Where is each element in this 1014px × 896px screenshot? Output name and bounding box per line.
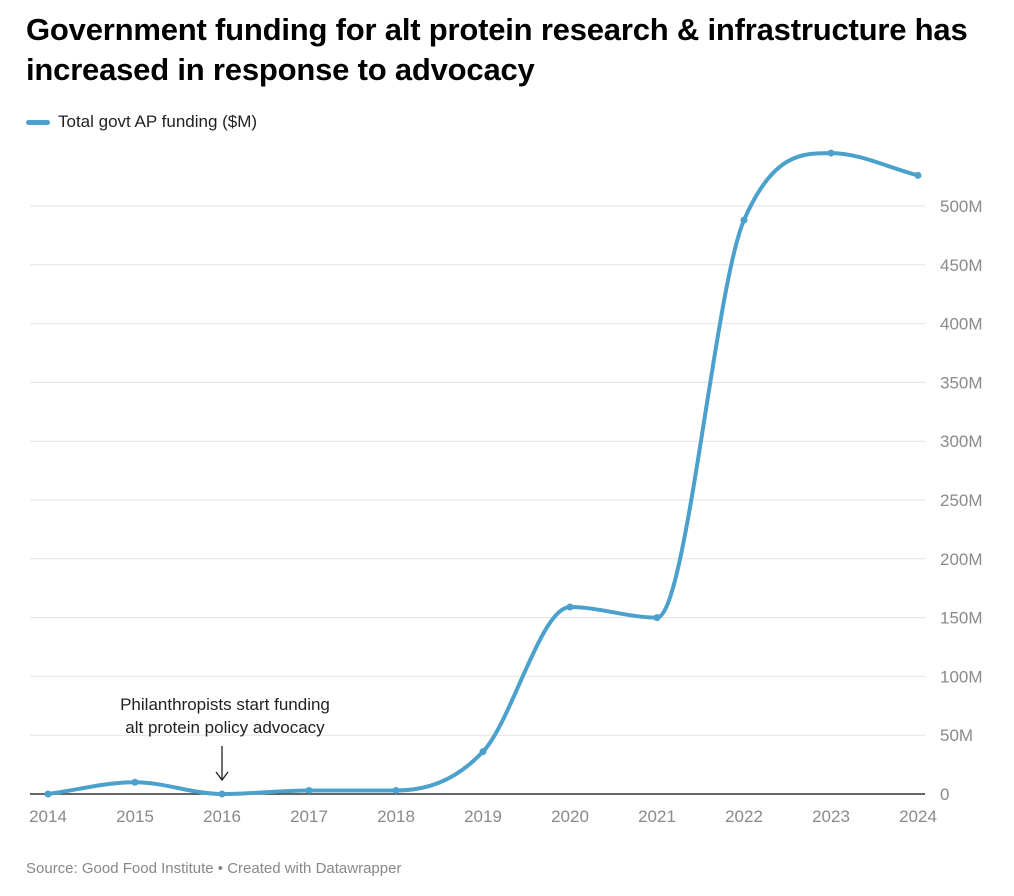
x-tick-label: 2024 xyxy=(899,807,937,826)
chart-title: Government funding for alt protein resea… xyxy=(26,12,968,87)
source-note: Source: Good Food Institute • Created wi… xyxy=(26,860,402,877)
data-point xyxy=(914,171,922,179)
x-tick-label: 2015 xyxy=(116,807,154,826)
y-tick-label: 400M xyxy=(940,315,983,334)
x-tick-label: 2022 xyxy=(725,807,763,826)
y-tick-label: 200M xyxy=(940,550,983,569)
x-tick-label: 2020 xyxy=(551,807,589,826)
x-tick-label: 2023 xyxy=(812,807,850,826)
y-tick-label: 500M xyxy=(940,197,983,216)
x-tick-label: 2016 xyxy=(203,807,241,826)
legend-swatch xyxy=(26,119,50,125)
data-point xyxy=(479,748,487,756)
x-tick-label: 2021 xyxy=(638,807,676,826)
data-point xyxy=(740,216,748,224)
y-tick-label: 100M xyxy=(940,667,983,686)
annotation-text: alt protein policy advocacy xyxy=(125,718,325,737)
data-point xyxy=(218,790,226,798)
data-point xyxy=(392,786,400,794)
y-tick-label: 350M xyxy=(940,373,983,392)
x-tick-label: 2019 xyxy=(464,807,502,826)
y-tick-label: 250M xyxy=(940,491,983,510)
data-point xyxy=(827,149,835,157)
x-tick-label: 2018 xyxy=(377,807,415,826)
annotation-text: Philanthropists start funding xyxy=(120,695,330,714)
data-point xyxy=(566,603,574,611)
x-tick-label: 2014 xyxy=(29,807,67,826)
y-tick-label: 50M xyxy=(940,726,973,745)
legend: Total govt AP funding ($M) xyxy=(26,112,257,132)
data-point xyxy=(131,778,139,786)
y-tick-label: 150M xyxy=(940,609,983,628)
data-point xyxy=(653,614,661,622)
x-tick-label: 2017 xyxy=(290,807,328,826)
y-tick-label: 450M xyxy=(940,256,983,275)
data-point xyxy=(44,790,52,798)
annotation-arrowhead xyxy=(215,771,229,782)
legend-label: Total govt AP funding ($M) xyxy=(58,112,258,131)
y-tick-label: 300M xyxy=(940,432,983,451)
data-point xyxy=(305,786,313,794)
y-tick-label: 0 xyxy=(940,785,949,804)
